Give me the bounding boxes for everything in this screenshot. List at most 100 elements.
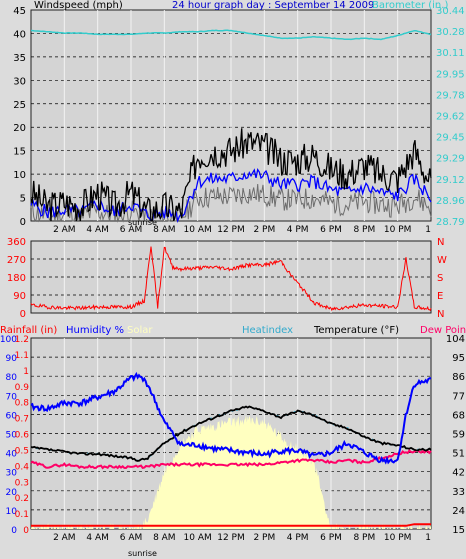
x-tick-label-bottom: 4 PM bbox=[287, 533, 309, 543]
compass-tick-label: S bbox=[437, 273, 443, 284]
barometer-tick-label: 29.29 bbox=[436, 154, 465, 165]
wind-tick-label: 15 bbox=[13, 147, 26, 158]
barometer-tick-label: 30.28 bbox=[436, 27, 465, 38]
humidity-axis-label: Humidity % bbox=[66, 325, 124, 336]
barometer-tick-label: 29.95 bbox=[436, 69, 465, 80]
humidity-tick-label: 30 bbox=[6, 469, 18, 479]
x-tick-label-bottom: 4 AM bbox=[86, 533, 109, 543]
humidity-tick-label: 40 bbox=[6, 450, 18, 460]
barometer-tick-label: 28.96 bbox=[436, 196, 465, 207]
rain-tick-label: 0 bbox=[23, 526, 29, 536]
direction-tick-label: 360 bbox=[7, 237, 26, 248]
rain-tick-label: 0.4 bbox=[15, 462, 30, 472]
rain-tick-label: 0.2 bbox=[15, 494, 29, 504]
barometer-tick-label: 29.12 bbox=[436, 175, 465, 186]
humidity-tick-label: 90 bbox=[6, 354, 18, 364]
wind-tick-label: 0 bbox=[20, 217, 26, 228]
x-tick-label-top: 2 PM bbox=[253, 225, 275, 235]
compass-tick-label: W bbox=[437, 255, 447, 266]
humidity-tick-label: 60 bbox=[6, 411, 18, 421]
rain-tick-label: 0.7 bbox=[15, 415, 29, 425]
wind-tick-label: 25 bbox=[13, 100, 26, 111]
rain-tick-label: 0.1 bbox=[15, 510, 29, 520]
x-tick-label-bottom: 2 AM bbox=[53, 533, 76, 543]
wind-min-line bbox=[30, 183, 432, 223]
direction-tick-label: 270 bbox=[7, 255, 26, 266]
rainfall-axis-label: Rainfall (in) bbox=[0, 325, 57, 336]
x-tick-label-top: 8 PM bbox=[353, 225, 375, 235]
x-tick-label-top: 6 PM bbox=[320, 225, 342, 235]
x-tick-label-bottom: 1 bbox=[425, 533, 431, 543]
x-tick-label-bottom: 12 PM bbox=[217, 533, 245, 543]
temperature-tick-label: 24 bbox=[452, 506, 465, 517]
windspeed-axis-label: Windspeed (mph) bbox=[34, 0, 123, 11]
x-tick-label-top: 8 AM bbox=[153, 225, 176, 235]
temperature-tick-label: 77 bbox=[452, 391, 465, 402]
temperature-tick-label: 59 bbox=[452, 430, 465, 441]
wind-tick-label: 40 bbox=[13, 29, 26, 40]
dewpoint-axis-label: Dew Point bbox=[420, 325, 466, 336]
humidity-tick-label: 80 bbox=[6, 373, 18, 383]
rain-tick-label: 1.2 bbox=[15, 335, 29, 345]
x-tick-label-bottom: 10 PM bbox=[384, 533, 412, 543]
temperature-line bbox=[30, 405, 432, 462]
barometer-tick-label: 29.45 bbox=[436, 133, 465, 144]
temperature-tick-label: 104 bbox=[446, 334, 465, 345]
windspeed-line bbox=[30, 128, 432, 222]
x-tick-label-bottom: 10 AM bbox=[184, 533, 212, 543]
wind-tick-label: 20 bbox=[13, 123, 26, 134]
heatindex-axis-label: Heatindex bbox=[242, 325, 293, 336]
temperature-tick-label: 95 bbox=[452, 353, 465, 364]
rain-tick-label: 0.6 bbox=[15, 431, 30, 441]
wind-tick-label: 30 bbox=[13, 76, 26, 87]
x-tick-label-bottom: 6 PM bbox=[320, 533, 342, 543]
x-tick-label-top: 6 AM bbox=[120, 225, 143, 235]
temperature-axis-label: Temperature (°F) bbox=[313, 325, 399, 336]
x-tick-label-top: 10 AM bbox=[184, 225, 212, 235]
wind-average-line bbox=[30, 167, 432, 224]
humidity-tick-label: 0 bbox=[11, 526, 17, 536]
wind-tick-label: 5 bbox=[20, 194, 26, 205]
chart-marks: 2 AM 4 AM 6 AM 8 AM 10 AM 12 PM 2 PM 4 PM 6 PM 8 … bbox=[0, 6, 465, 543]
barometer-tick-label: 29.62 bbox=[436, 112, 465, 123]
barometer-tick-label: 30.44 bbox=[436, 6, 465, 17]
x-tick-label-top: 10 PM bbox=[384, 225, 412, 235]
humidity-tick-label: 20 bbox=[6, 488, 18, 498]
solar-area bbox=[31, 415, 431, 529]
rain-tick-label: 1.1 bbox=[15, 351, 29, 361]
solar-axis-label: Solar bbox=[127, 325, 153, 336]
graph-title: 24 hour graph day : September 14 2009 bbox=[172, 0, 374, 11]
humidity-tick-label: 70 bbox=[6, 392, 18, 402]
humidity-tick-label: 50 bbox=[6, 431, 18, 441]
x-tick-label-top: 4 PM bbox=[287, 225, 309, 235]
direction-tick-label: 180 bbox=[7, 273, 26, 284]
x-tick-label-bottom: 6 AM bbox=[120, 533, 143, 543]
barometer-axis-label: Barometer (in.) bbox=[372, 0, 448, 11]
rain-tick-label: 0.5 bbox=[15, 446, 29, 456]
temperature-tick-label: 86 bbox=[452, 372, 465, 383]
temperature-tick-label: 42 bbox=[452, 468, 465, 479]
wind-direction-line bbox=[30, 246, 432, 312]
x-tick-label-top: 4 AM bbox=[86, 225, 109, 235]
wind-tick-label: 45 bbox=[13, 6, 26, 17]
direction-tick-label: 0 bbox=[20, 309, 26, 320]
humidity-tick-label: 10 bbox=[6, 507, 18, 517]
sunrise-label-bottom: sunrise bbox=[128, 549, 157, 558]
barometer-tick-label: 29.78 bbox=[436, 90, 465, 101]
x-tick-label-bottom: 8 AM bbox=[153, 533, 176, 543]
temperature-tick-label: 33 bbox=[452, 487, 465, 498]
rainfall-line bbox=[31, 523, 431, 527]
temperature-tick-label: 15 bbox=[452, 525, 465, 536]
x-tick-label-bottom: 2 PM bbox=[253, 533, 275, 543]
humidity-line bbox=[30, 371, 432, 465]
wind-tick-label: 35 bbox=[13, 53, 26, 64]
barometer-line bbox=[30, 29, 432, 41]
wind-tick-label: 10 bbox=[13, 170, 26, 181]
rain-tick-label: 0.3 bbox=[15, 478, 29, 488]
x-tick-label-top: 12 PM bbox=[217, 225, 245, 235]
rain-tick-label: 0.8 bbox=[15, 399, 30, 409]
dewpoint-line bbox=[30, 449, 432, 470]
direction-tick-label: 90 bbox=[13, 291, 26, 302]
